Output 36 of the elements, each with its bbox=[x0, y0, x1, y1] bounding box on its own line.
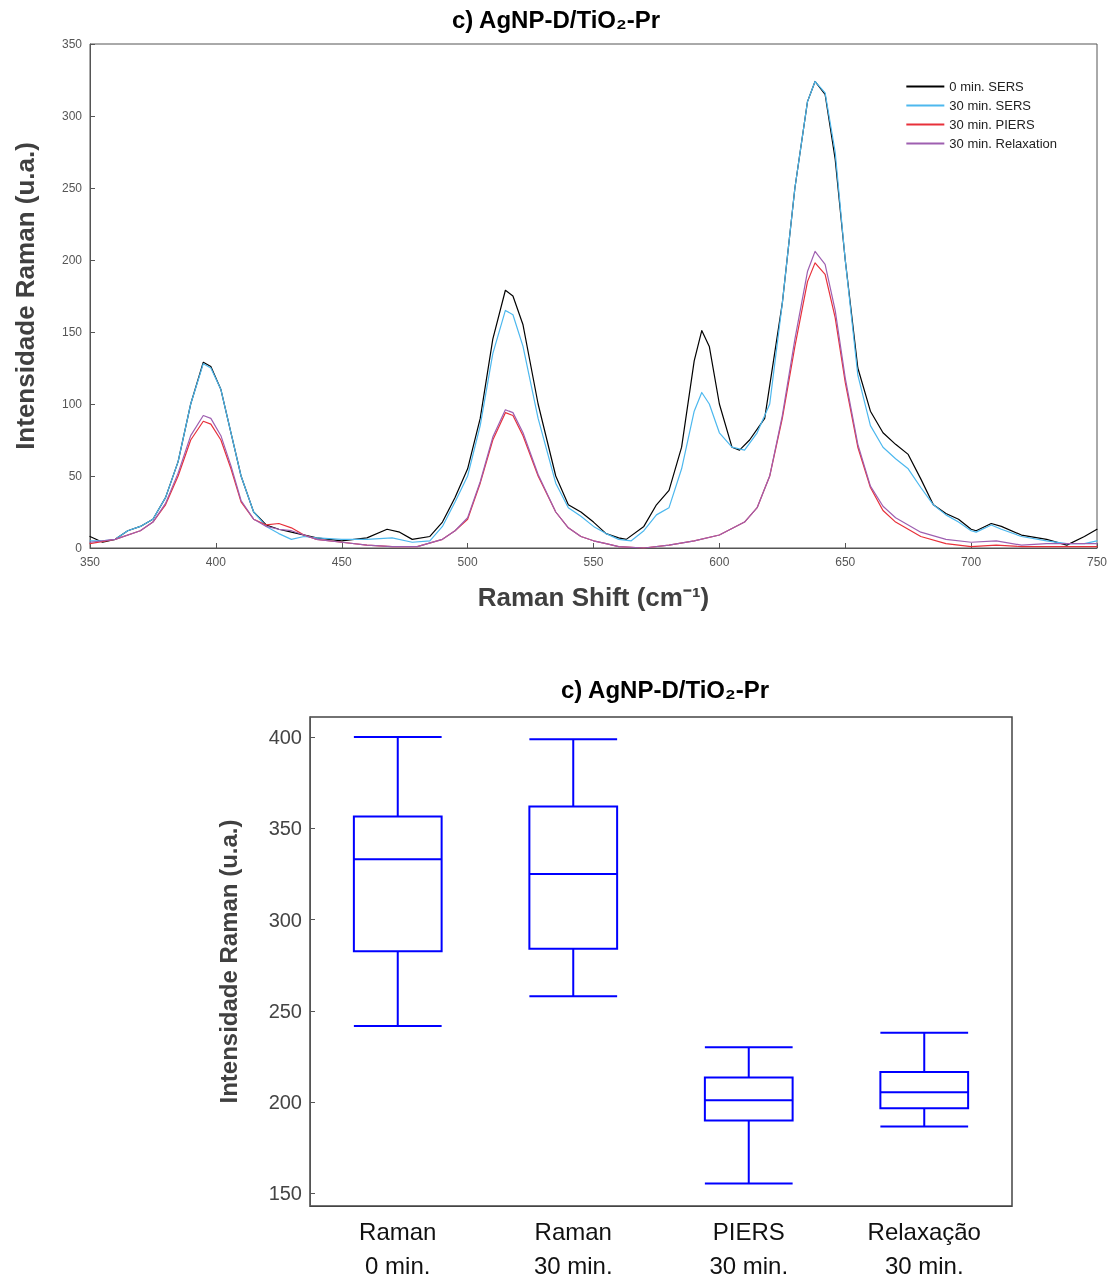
y-axis-title: Intensidade Raman (u.a.) bbox=[10, 142, 40, 450]
x-axis-title: Raman Shift (cm⁻¹) bbox=[477, 582, 710, 612]
x-tick-label: 450 bbox=[331, 555, 353, 569]
y-tick-label: 300 bbox=[61, 109, 83, 123]
y-tick-label: 50 bbox=[68, 469, 83, 483]
x-tick-label: 350 bbox=[79, 555, 101, 569]
y-tick-label: 150 bbox=[268, 1182, 302, 1205]
x-tick-label: 650 bbox=[835, 555, 856, 569]
x-tick-label: 700 bbox=[961, 555, 982, 569]
x-tick-label: 400 bbox=[205, 555, 227, 569]
y-tick-label: 200 bbox=[268, 1091, 302, 1113]
x-tick-label: 600 bbox=[709, 555, 730, 569]
y-tick-label: 250 bbox=[61, 181, 83, 195]
legend-label: 30 min. PIERS bbox=[949, 117, 1035, 132]
y-tick-label: 100 bbox=[61, 397, 83, 411]
chart-title: c) AgNP-D/TiO₂-Pr bbox=[560, 675, 770, 703]
x-tick-label: PIERS 30 min. bbox=[709, 1217, 789, 1279]
legend-label: 30 min. Relaxation bbox=[949, 136, 1057, 151]
y-tick-label: 400 bbox=[268, 726, 302, 749]
y-tick-label: 300 bbox=[268, 908, 302, 931]
y-tick-label: 200 bbox=[61, 253, 83, 267]
x-tick-label: Raman 0 min. bbox=[359, 1217, 437, 1279]
x-tick-label: 500 bbox=[457, 555, 478, 569]
x-tick-label: 550 bbox=[583, 555, 604, 569]
y-tick-label: 0 bbox=[75, 541, 83, 555]
y-tick-label: 250 bbox=[268, 999, 302, 1022]
y-tick-label: 350 bbox=[61, 37, 83, 51]
legend-label: 30 min. SERS bbox=[949, 98, 1032, 113]
x-tick-label: 750 bbox=[1086, 555, 1108, 569]
chart-title: c) AgNP-D/TiO₂-Pr bbox=[451, 5, 661, 33]
x-tick-label: Raman 30 min. bbox=[533, 1217, 613, 1279]
legend-label: 0 min. SERS bbox=[949, 79, 1025, 94]
x-tick-label: Relaxação 30 min. bbox=[867, 1217, 981, 1279]
y-axis-title: Intensidade Raman (u.a.) bbox=[214, 819, 242, 1104]
y-tick-label: 350 bbox=[268, 817, 302, 840]
y-tick-label: 150 bbox=[61, 325, 83, 339]
